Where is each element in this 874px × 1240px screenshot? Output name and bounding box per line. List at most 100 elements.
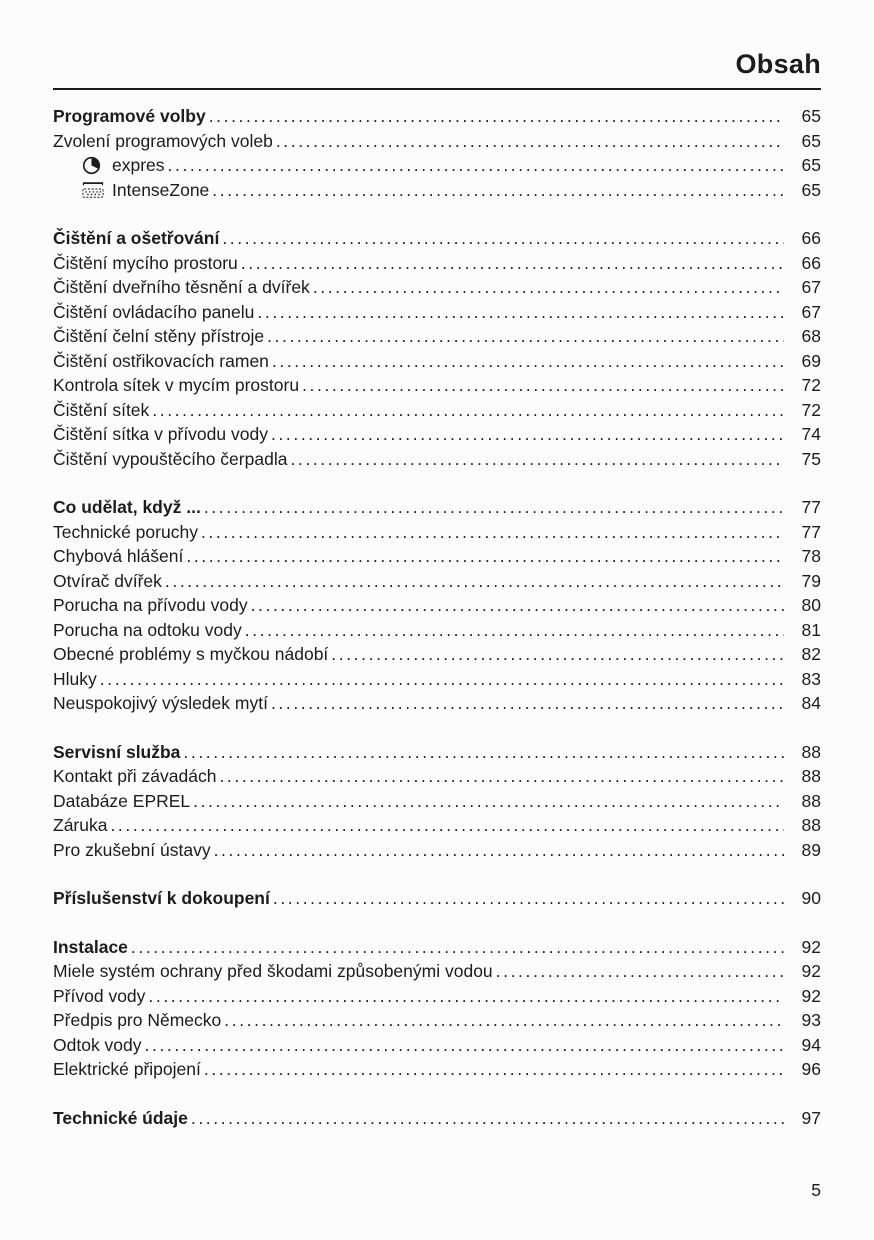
dot-leader [267, 324, 784, 349]
dot-leader [271, 691, 784, 716]
dot-leader [165, 569, 784, 594]
toc-entry: Elektrické připojení 96 [53, 1057, 821, 1082]
toc-entry-page: 84 [801, 693, 821, 713]
toc-entry-label: Hluky [53, 668, 97, 689]
toc-entry: Technické poruchy 77 [53, 520, 821, 545]
timer-icon [82, 156, 104, 175]
toc-section: Servisní služba88Kontakt při závadách88D… [53, 740, 821, 863]
toc-entry-page: 81 [801, 619, 821, 640]
dot-leader [148, 984, 784, 1009]
toc-section: Technické údaje 97 [53, 1106, 821, 1131]
toc-entry-label: Servisní služba [53, 741, 181, 762]
dot-leader [204, 1057, 784, 1082]
toc-entry-page: 94 [801, 1034, 821, 1055]
toc-entry-label: Chybová hlášení [53, 546, 184, 566]
toc-entry: Čištění mycího prostoru 66 [53, 251, 821, 276]
toc-entry: Obecné problémy s myčkou nádobí 82 [53, 642, 821, 667]
dot-leader [131, 935, 784, 960]
dot-leader [241, 251, 784, 276]
dot-leader [183, 740, 784, 765]
toc-section: Příslušenství k dokoupení 90 [53, 886, 821, 911]
footer-page-number: 5 [811, 1180, 821, 1200]
dot-leader [201, 520, 784, 545]
toc-entry: Kontakt při závadách 88 [53, 764, 821, 789]
intensezone-icon [82, 180, 104, 199]
dot-leader [152, 398, 784, 423]
dot-leader [331, 642, 784, 667]
dot-leader [186, 544, 784, 569]
toc-entry: Čištění čelní stěny přístroje 68 [53, 324, 821, 349]
toc-entry: Porucha na odtoku vody 81 [53, 618, 821, 643]
dot-leader [222, 226, 784, 251]
toc-entry: Kontrola sítek v mycím prostoru 72 [53, 373, 821, 398]
toc-entry-page: 80 [801, 595, 821, 615]
toc-entry-label: Porucha na odtoku vody [53, 619, 242, 640]
toc-entry: Neuspokojivý výsledek mytí 84 [53, 691, 821, 716]
toc-entry: expres 65 [53, 153, 821, 178]
header-rule [53, 88, 821, 90]
toc-entry-label: Čištění a ošetřování [53, 228, 220, 248]
dot-leader [496, 959, 784, 984]
toc-entry-label: Přívod vody [53, 985, 146, 1006]
dot-leader [212, 178, 784, 203]
toc-entry: Předpis pro Německo 93 [53, 1008, 821, 1033]
toc-entry-page: 72 [801, 399, 821, 420]
toc-entry-label: expres [112, 155, 165, 175]
toc-entry-label: Záruka [53, 815, 108, 835]
toc-entry: Servisní služba 88 [53, 740, 821, 765]
toc-entry-label: Odtok vody [53, 1034, 142, 1055]
toc-entry-label: Obecné problémy s myčkou nádobí [53, 644, 329, 664]
toc-entry-label: Čištění dveřního těsnění a dvířek [53, 277, 310, 297]
toc-entry-page: 69 [801, 350, 821, 371]
toc-entry-label: Čištění vypouštěcího čerpadla [53, 448, 288, 469]
toc-entry-page: 66 [801, 252, 821, 273]
toc-entry-label: Čištění ovládacího panelu [53, 301, 255, 322]
toc-entry-page: 67 [801, 277, 821, 297]
toc-entry-label: Programové volby [53, 106, 206, 126]
dot-leader [302, 373, 784, 398]
toc-entry: Odtok vody 94 [53, 1033, 821, 1058]
toc-entry-page: 65 [801, 130, 821, 151]
dot-leader [273, 886, 784, 911]
toc-entry: Databáze EPREL 88 [53, 789, 821, 814]
toc-section: Čištění a ošetřování66Čištění mycího pro… [53, 226, 821, 471]
toc-entry-page: 92 [801, 985, 821, 1006]
toc-entry-page: 79 [801, 570, 821, 591]
toc-entry-page: 83 [801, 668, 821, 689]
toc-section: Instalace 92 Miele systém ochrany před ško… [53, 935, 821, 1082]
toc-entry: Čištění sítek 72 [53, 398, 821, 423]
dot-leader [219, 764, 784, 789]
toc-entry: Čištění a ošetřování 66 [53, 226, 821, 251]
toc-entry: Příslušenství k dokoupení 90 [53, 886, 821, 911]
toc-entry-label: Elektrické připojení [53, 1059, 201, 1079]
toc-entry-label: Co udělat, když ... [53, 497, 201, 517]
toc-entry-label: Čištění sítek [53, 399, 150, 420]
toc-entry-page: 65 [801, 179, 821, 200]
toc-entry: Porucha na přívodu vody 80 [53, 593, 821, 618]
dot-leader [290, 447, 784, 472]
toc-entry-label: Neuspokojivý výsledek mytí [53, 693, 268, 713]
dot-leader [100, 667, 784, 692]
toc-entry-label: Instalace [53, 936, 128, 957]
toc-entry-label: Pro zkušební ústavy [53, 839, 211, 860]
dot-leader [224, 1008, 784, 1033]
toc-entry: IntenseZone 65 [53, 178, 821, 203]
dot-leader [110, 813, 784, 838]
toc-entry-label: Kontrola sítek v mycím prostoru [53, 375, 300, 395]
dot-leader [214, 838, 784, 863]
toc-entry-page: 72 [801, 375, 821, 395]
toc-entry-label: Čištění sítka v přívodu vody [53, 424, 268, 444]
toc-entry: Instalace 92 [53, 935, 821, 960]
toc-entry-page: 66 [801, 228, 821, 248]
toc-entry: Programové volby 65 [53, 104, 821, 129]
toc-entry-page: 88 [801, 790, 821, 811]
toc-entry-label: Technické poruchy [53, 521, 198, 542]
toc-entry: Pro zkušební ústavy 89 [53, 838, 821, 863]
toc-entry-page: 92 [801, 961, 821, 981]
toc-entry-page: 77 [801, 521, 821, 542]
toc-entry-label: Čištění čelní stěny přístroje [53, 326, 265, 346]
toc-entry-page: 88 [801, 815, 821, 835]
toc-entry-page: 97 [801, 1107, 821, 1128]
toc-entry-page: 78 [801, 546, 821, 566]
toc-section: Programové volby65Zvolení programových v… [53, 104, 821, 202]
